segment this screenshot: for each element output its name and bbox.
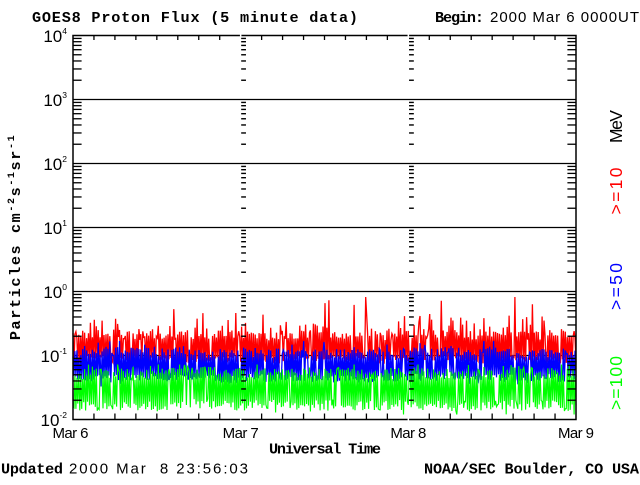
svg-text:100: 100 xyxy=(43,282,67,302)
svg-text:NOAA/SEC Boulder, CO USA: NOAA/SEC Boulder, CO USA xyxy=(424,461,640,479)
svg-text:Mar 9: Mar 9 xyxy=(558,425,594,442)
svg-text:>=50: >=50 xyxy=(606,263,626,310)
svg-text:2000 Mar 6 0000UT: 2000 Mar 6 0000UT xyxy=(490,9,639,26)
svg-text:GOES8 Proton Flux (5 minute da: GOES8 Proton Flux (5 minute data) xyxy=(32,9,358,27)
svg-text:2000 Mar 8 23:56:03: 2000 Mar 8 23:56:03 xyxy=(69,461,248,478)
svg-text:Universal Time: Universal Time xyxy=(269,441,381,459)
svg-text:103: 103 xyxy=(43,90,67,110)
svg-text:MeV: MeV xyxy=(606,110,626,143)
svg-text:Particles cm-2s-1sr-1: Particles cm-2s-1sr-1 xyxy=(7,134,25,340)
svg-text:Mar 7: Mar 7 xyxy=(223,425,259,442)
svg-text:Begin:: Begin: xyxy=(435,9,484,27)
svg-text:10-1: 10-1 xyxy=(41,346,68,366)
svg-text:Mar 6: Mar 6 xyxy=(53,425,89,442)
svg-text:>=10: >=10 xyxy=(606,167,626,214)
svg-text:101: 101 xyxy=(43,218,67,238)
svg-text:Mar 8: Mar 8 xyxy=(390,425,426,442)
svg-text:102: 102 xyxy=(43,154,67,174)
svg-text:104: 104 xyxy=(43,26,67,46)
svg-text:>=100: >=100 xyxy=(606,356,626,410)
svg-text:Updated: Updated xyxy=(1,461,63,479)
